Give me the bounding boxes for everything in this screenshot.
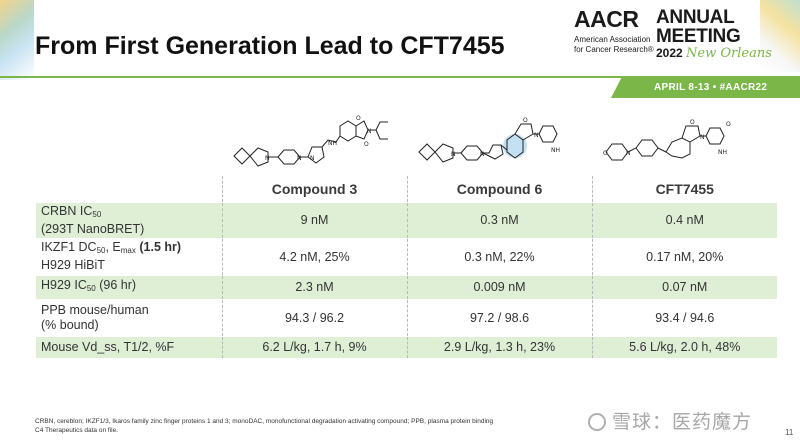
annual-text: ANNUAL	[656, 7, 735, 28]
atom-label: N	[367, 128, 372, 135]
label-text: CRBN IC	[41, 203, 93, 218]
compound-comparison-table: Compound 3 Compound 6 CFT7455 CRBN IC50 …	[36, 176, 777, 358]
row-label-ppb: PPB mouse/human (% bound)	[36, 298, 222, 336]
table-cell: 5.6 L/kg, 2.0 h, 48%	[591, 335, 777, 358]
atom-label: N	[297, 155, 302, 162]
table-header-row: Compound 3 Compound 6 CFT7455	[36, 176, 777, 202]
atom-label: O	[726, 121, 731, 128]
atom-label: O	[364, 141, 369, 148]
label-text: PPB mouse/human	[41, 302, 149, 317]
row-label-h929-ic50: H929 IC50 (96 hr)	[36, 274, 222, 299]
snowball-logo-icon	[588, 413, 606, 431]
table-cell: 0.3 nM	[406, 201, 592, 238]
meeting-year-city: 2022 New Orleans	[656, 46, 772, 61]
table-cell: 0.3 nM, 22%	[406, 237, 592, 275]
decorative-crystal-corner-left	[0, 0, 34, 80]
footnote: CRBN, cereblon; IKZF1/3, Ikaros family z…	[35, 417, 493, 435]
aacr-org-name: American Association for Cancer Research…	[574, 35, 654, 55]
table-cell: 94.3 / 96.2	[221, 298, 407, 336]
label-subscript: 50	[86, 284, 96, 293]
compound-3-structure: N N N NH O O N	[233, 115, 388, 167]
aacr-wordmark: AACR	[574, 6, 639, 32]
table-cell: 9 nM	[221, 201, 407, 238]
date-banner	[611, 76, 800, 98]
meeting-city: New Orleans	[686, 46, 772, 61]
atom-label: NH	[328, 140, 337, 147]
annual-meeting-wordmark: ANNUAL MEETING	[656, 7, 741, 47]
org-line-1: American Association	[574, 35, 651, 44]
row-label-crbn-ic50: CRBN IC50 (293T NanoBRET)	[36, 201, 222, 238]
table-row: PPB mouse/human (% bound) 94.3 / 96.2 97…	[36, 298, 777, 336]
atom-label: N	[451, 151, 456, 158]
row-label-mouse-pk: Mouse Vd_ss, T1/2, %F	[36, 335, 222, 358]
label-text: IKZF1 DC	[41, 240, 97, 254]
slide-title: From First Generation Lead to CFT7455	[35, 32, 505, 60]
atom-label: N	[265, 155, 270, 162]
label-text: Mouse Vd_ss, T1/2, %F	[41, 339, 175, 354]
atom-label: NH	[551, 147, 560, 154]
table-row: IKZF1 DC50, Emax (1.5 hr) H929 HiBiT 4.2…	[36, 237, 777, 275]
table-cell: 2.9 L/kg, 1.3 h, 23%	[406, 335, 592, 358]
table-cell: 0.009 nM	[406, 274, 592, 299]
label-line-2: (293T NanoBRET)	[41, 221, 145, 236]
table-cell: 2.3 nM	[221, 274, 407, 299]
label-tail: (96 hr)	[99, 278, 137, 292]
header-empty	[36, 176, 222, 202]
atom-label: N	[480, 151, 485, 158]
atom-label: O	[523, 117, 528, 124]
table-row: CRBN IC50 (293T NanoBRET) 9 nM 0.3 nM 0.…	[36, 201, 777, 238]
table-cell: 0.07 nM	[591, 274, 777, 299]
atom-label: N	[700, 134, 705, 141]
table-row: H929 IC50 (96 hr) 2.3 nM 0.009 nM 0.07 n…	[36, 274, 777, 299]
table-cell: 6.2 L/kg, 1.7 h, 9%	[221, 335, 407, 358]
header-divider	[0, 76, 800, 78]
table-cell: 0.17 nM, 20%	[591, 237, 777, 275]
atom-label: O	[356, 115, 361, 122]
atom-label: O	[690, 119, 695, 126]
footnote-line-1: CRBN, cereblon; IKZF1/3, Ikaros family z…	[35, 418, 494, 425]
meeting-text: MEETING	[656, 26, 741, 47]
table-cell: 97.2 / 98.6	[406, 298, 592, 336]
watermark-text: 雪球：医药魔方	[612, 412, 753, 433]
column-header-compound-6: Compound 6	[406, 176, 592, 202]
page-number: 11	[785, 428, 794, 437]
org-line-2: for Cancer Research®	[574, 45, 654, 54]
label-subscript-2: max	[120, 246, 136, 255]
label-line-2: H929 HiBiT	[41, 258, 105, 272]
cft7455-structure: O N O N NH O	[603, 119, 731, 161]
compound-6-structure: N N O N NH	[418, 117, 560, 163]
row-label-ikzf1-dc50: IKZF1 DC50, Emax (1.5 hr) H929 HiBiT	[36, 237, 222, 275]
label-subscript: 50	[92, 209, 102, 219]
label-bold: (1.5 hr)	[139, 240, 182, 254]
decorative-crystal-corner-right	[760, 0, 800, 72]
table-row: Mouse Vd_ss, T1/2, %F 6.2 L/kg, 1.7 h, 9…	[36, 335, 777, 358]
table-cell: 93.4 / 94.6	[591, 298, 777, 336]
meeting-dates: APRIL 8-13 • #AACR22	[654, 82, 768, 93]
meeting-year: 2022	[656, 46, 683, 60]
column-header-cft7455: CFT7455	[591, 176, 777, 202]
atom-label: NH	[718, 149, 727, 156]
label-subscript: 50	[96, 246, 106, 255]
column-header-compound-3: Compound 3	[221, 176, 407, 202]
atom-label: O	[603, 150, 608, 157]
atom-label: N	[626, 150, 631, 157]
watermark: 雪球：医药魔方	[588, 407, 752, 434]
table-cell: 0.4 nM	[591, 201, 777, 238]
label-line-2: (% bound)	[41, 317, 99, 332]
atom-label: N	[310, 155, 315, 162]
atom-label: N	[534, 132, 539, 139]
table-cell: 4.2 nM, 25%	[221, 237, 407, 275]
label-text-mid: , E	[105, 240, 121, 254]
label-text: H929 IC	[41, 278, 87, 292]
footnote-line-2: C4 Therapeutics data on file.	[35, 427, 118, 434]
